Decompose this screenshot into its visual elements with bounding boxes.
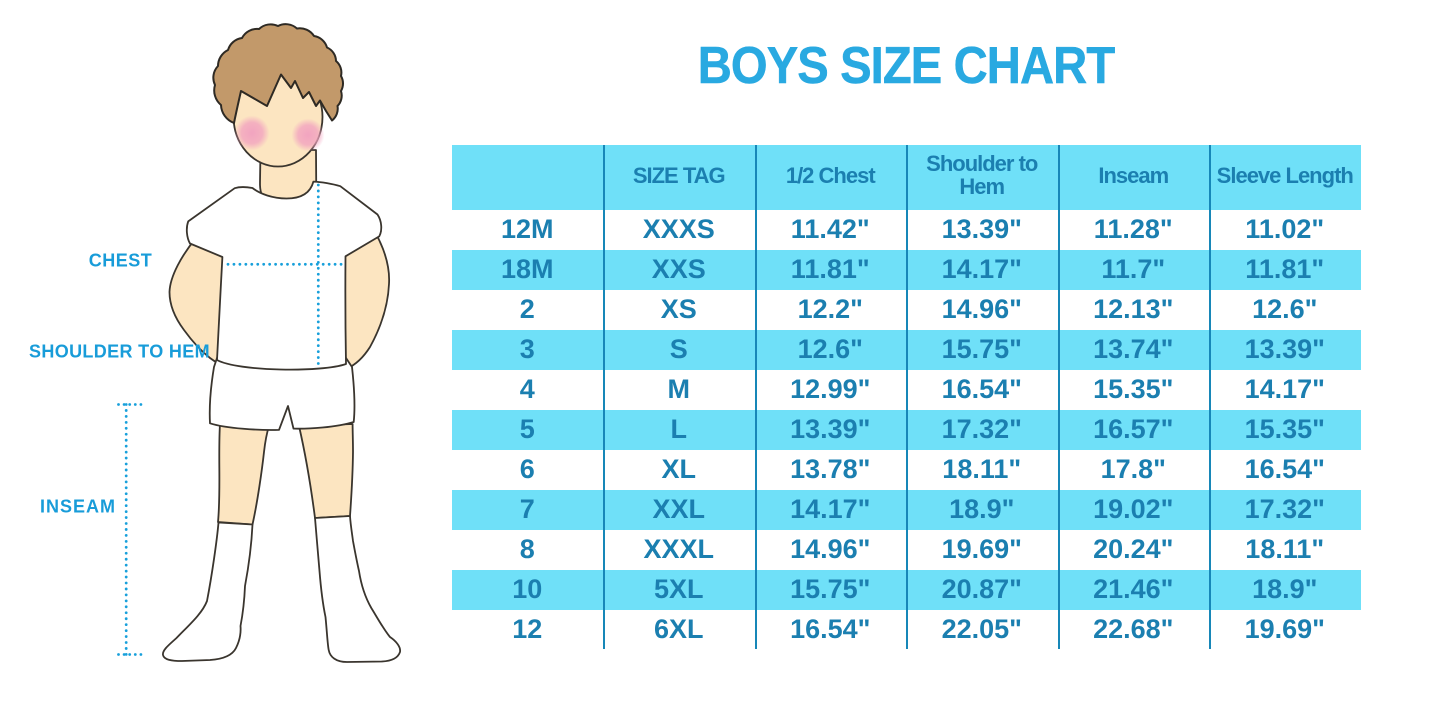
svg-text:SHOULDER TO HEM: SHOULDER TO HEM [29, 342, 210, 362]
svg-text:INSEAM: INSEAM [40, 497, 116, 517]
svg-text:CHEST: CHEST [89, 251, 153, 271]
